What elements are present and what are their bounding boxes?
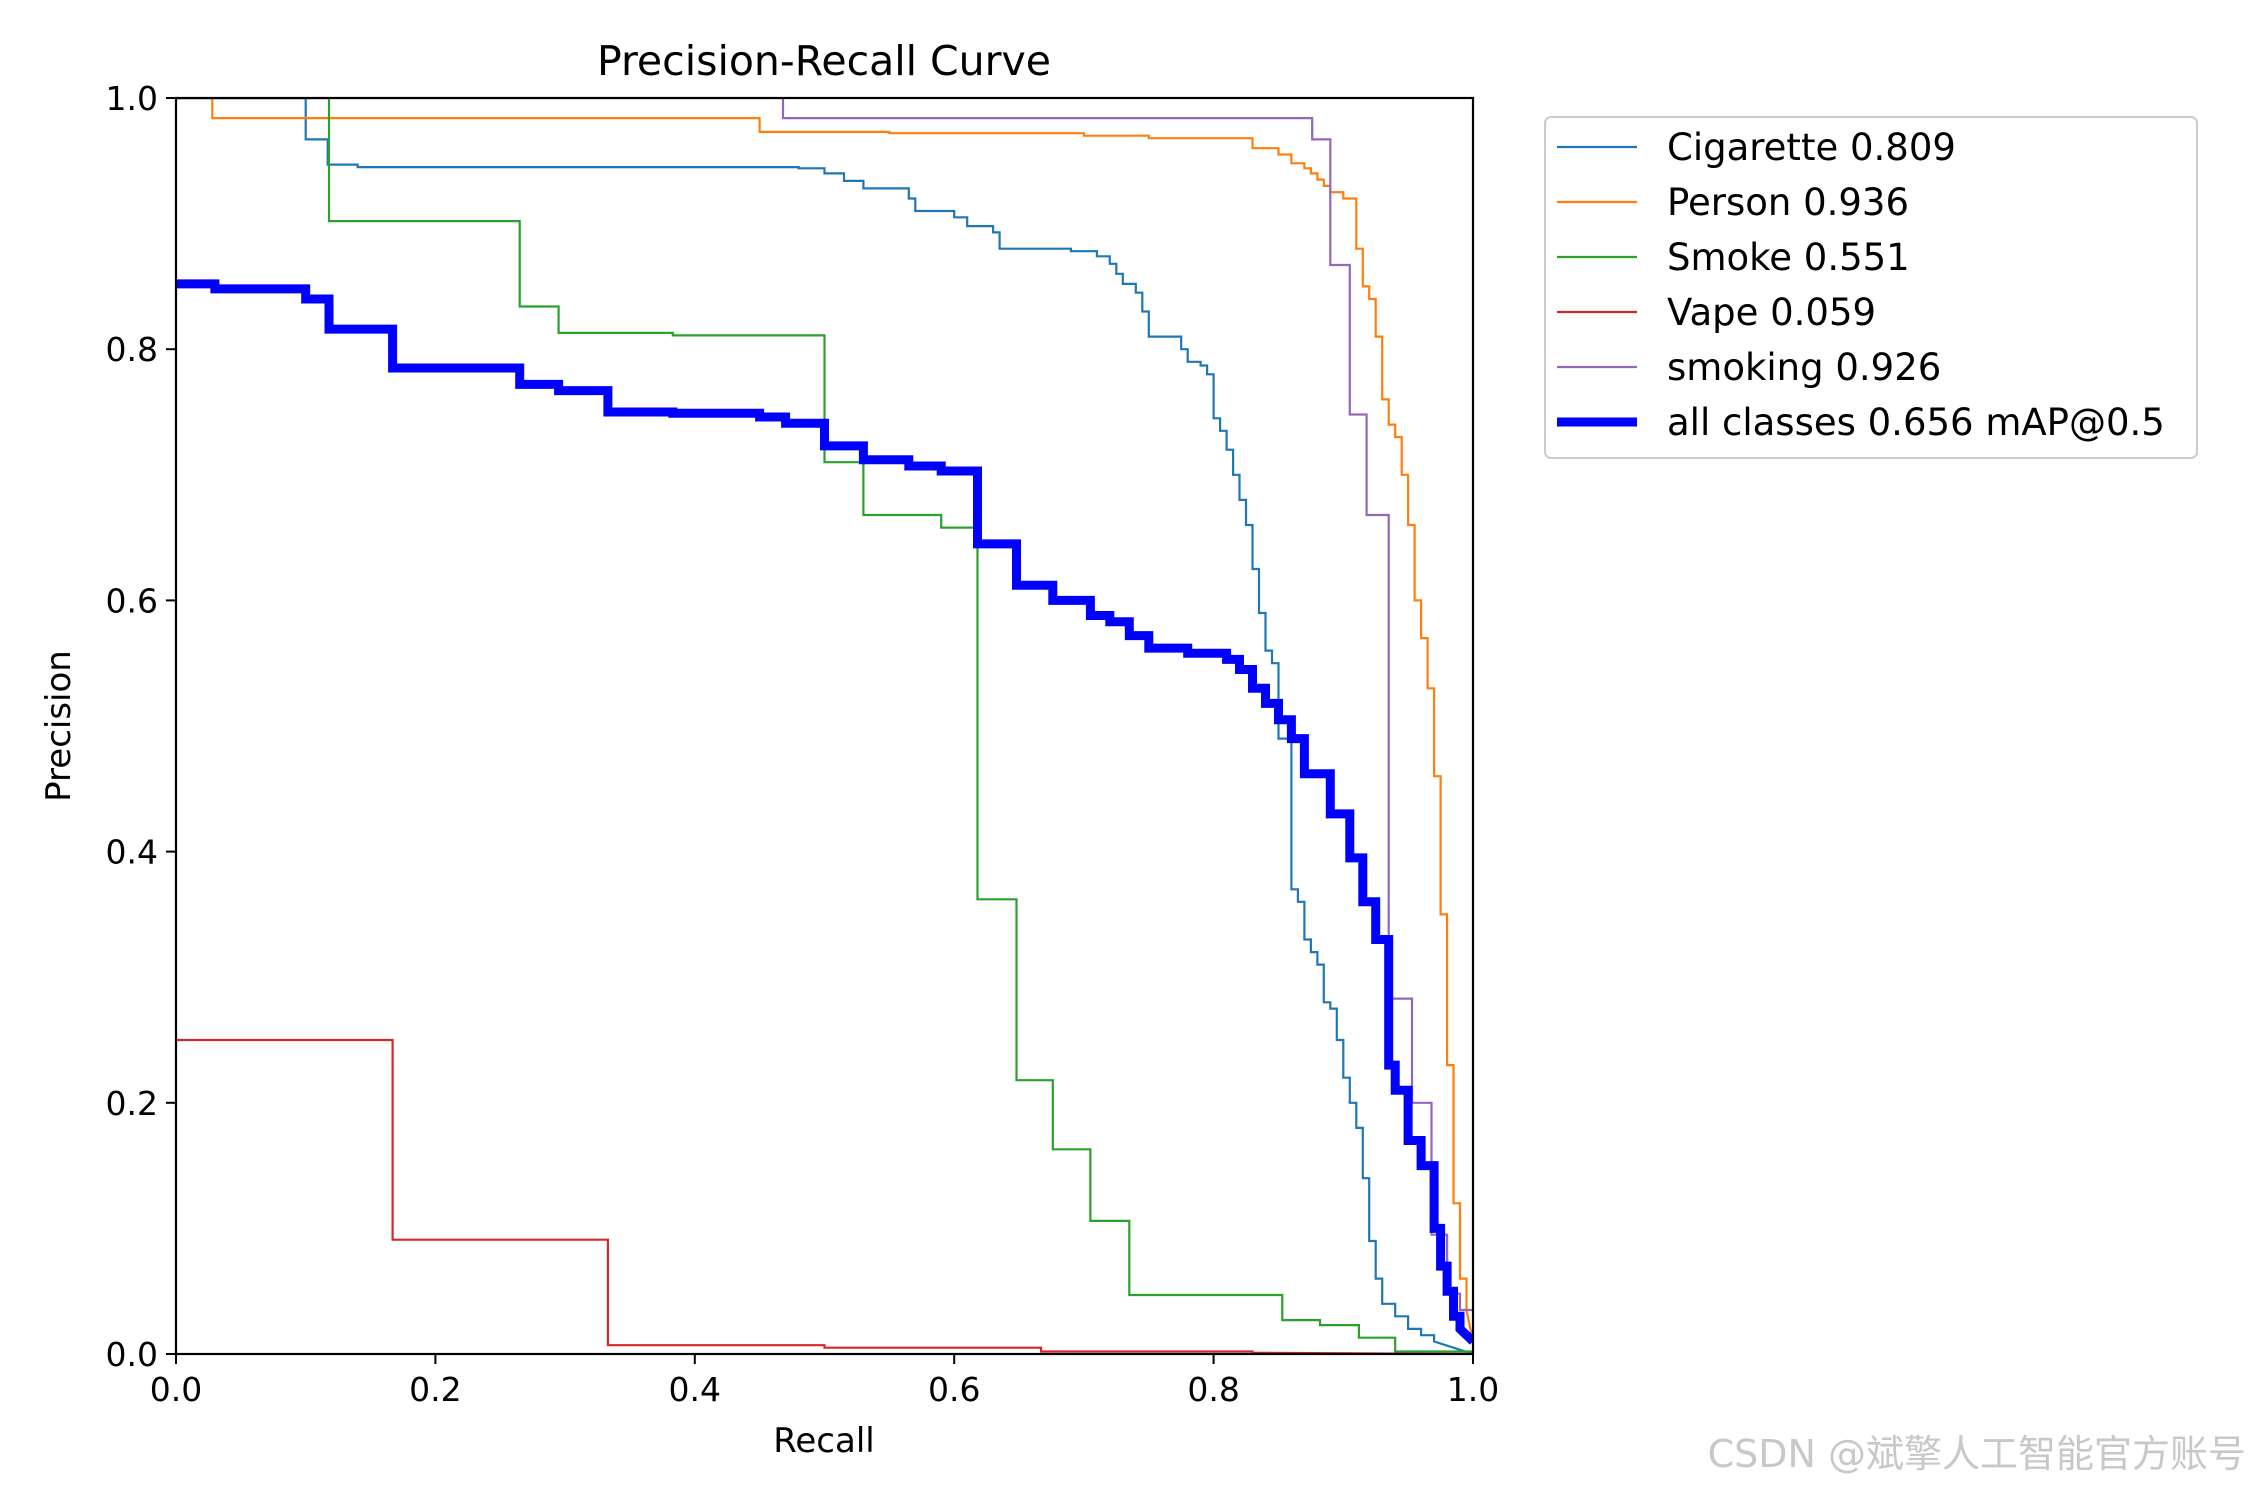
series-line-1: [176, 98, 1473, 1342]
y-axis: 0.0 0.2 0.4 0.6 0.8 1.0: [106, 79, 176, 1374]
x-tick-label: 0.0: [150, 1370, 202, 1409]
y-tick-label: 0.2: [106, 1084, 158, 1123]
legend-label-5: all classes 0.656 mAP@0.5: [1667, 401, 2165, 444]
x-tick-label: 0.8: [1187, 1370, 1239, 1409]
chart-title: Precision-Recall Curve: [597, 37, 1051, 85]
legend-label-1: Person 0.936: [1667, 181, 1909, 224]
series-line-2: [176, 98, 1473, 1353]
y-tick-label: 1.0: [106, 79, 158, 118]
y-axis-label: Precision: [39, 650, 79, 802]
y-tick-label: 0.4: [106, 833, 158, 872]
y-tick-label: 0.8: [106, 330, 158, 369]
legend-label-4: smoking 0.926: [1667, 346, 1941, 389]
series-layer: [176, 98, 1473, 1354]
watermark: CSDN @斌擎人工智能官方账号: [1707, 1432, 2246, 1476]
legend: Cigarette 0.809 Person 0.936 Smoke 0.551 Va…: [1544, 116, 2198, 459]
legend-label-0: Cigarette 0.809: [1667, 126, 1956, 169]
y-tick-label: 0.6: [106, 581, 158, 620]
x-tick-label: 0.2: [409, 1370, 461, 1409]
legend-frame: [1544, 116, 2198, 459]
series-line-5: [176, 279, 1473, 1345]
x-axis-label: Recall: [773, 1421, 874, 1461]
series-line-3: [176, 1038, 1473, 1354]
legend-label-2: Smoke 0.551: [1667, 236, 1910, 279]
x-tick-label: 1.0: [1447, 1370, 1499, 1409]
x-axis: 0.0 0.2 0.4 0.6 0.8 1.0: [150, 1354, 1499, 1409]
plot-frame: [174, 96, 1475, 1356]
legend-label-3: Vape 0.059: [1667, 291, 1876, 334]
x-tick-label: 0.6: [928, 1370, 980, 1409]
x-tick-label: 0.4: [669, 1370, 721, 1409]
y-tick-label: 0.0: [106, 1335, 158, 1374]
series-line-0: [176, 98, 1473, 1354]
